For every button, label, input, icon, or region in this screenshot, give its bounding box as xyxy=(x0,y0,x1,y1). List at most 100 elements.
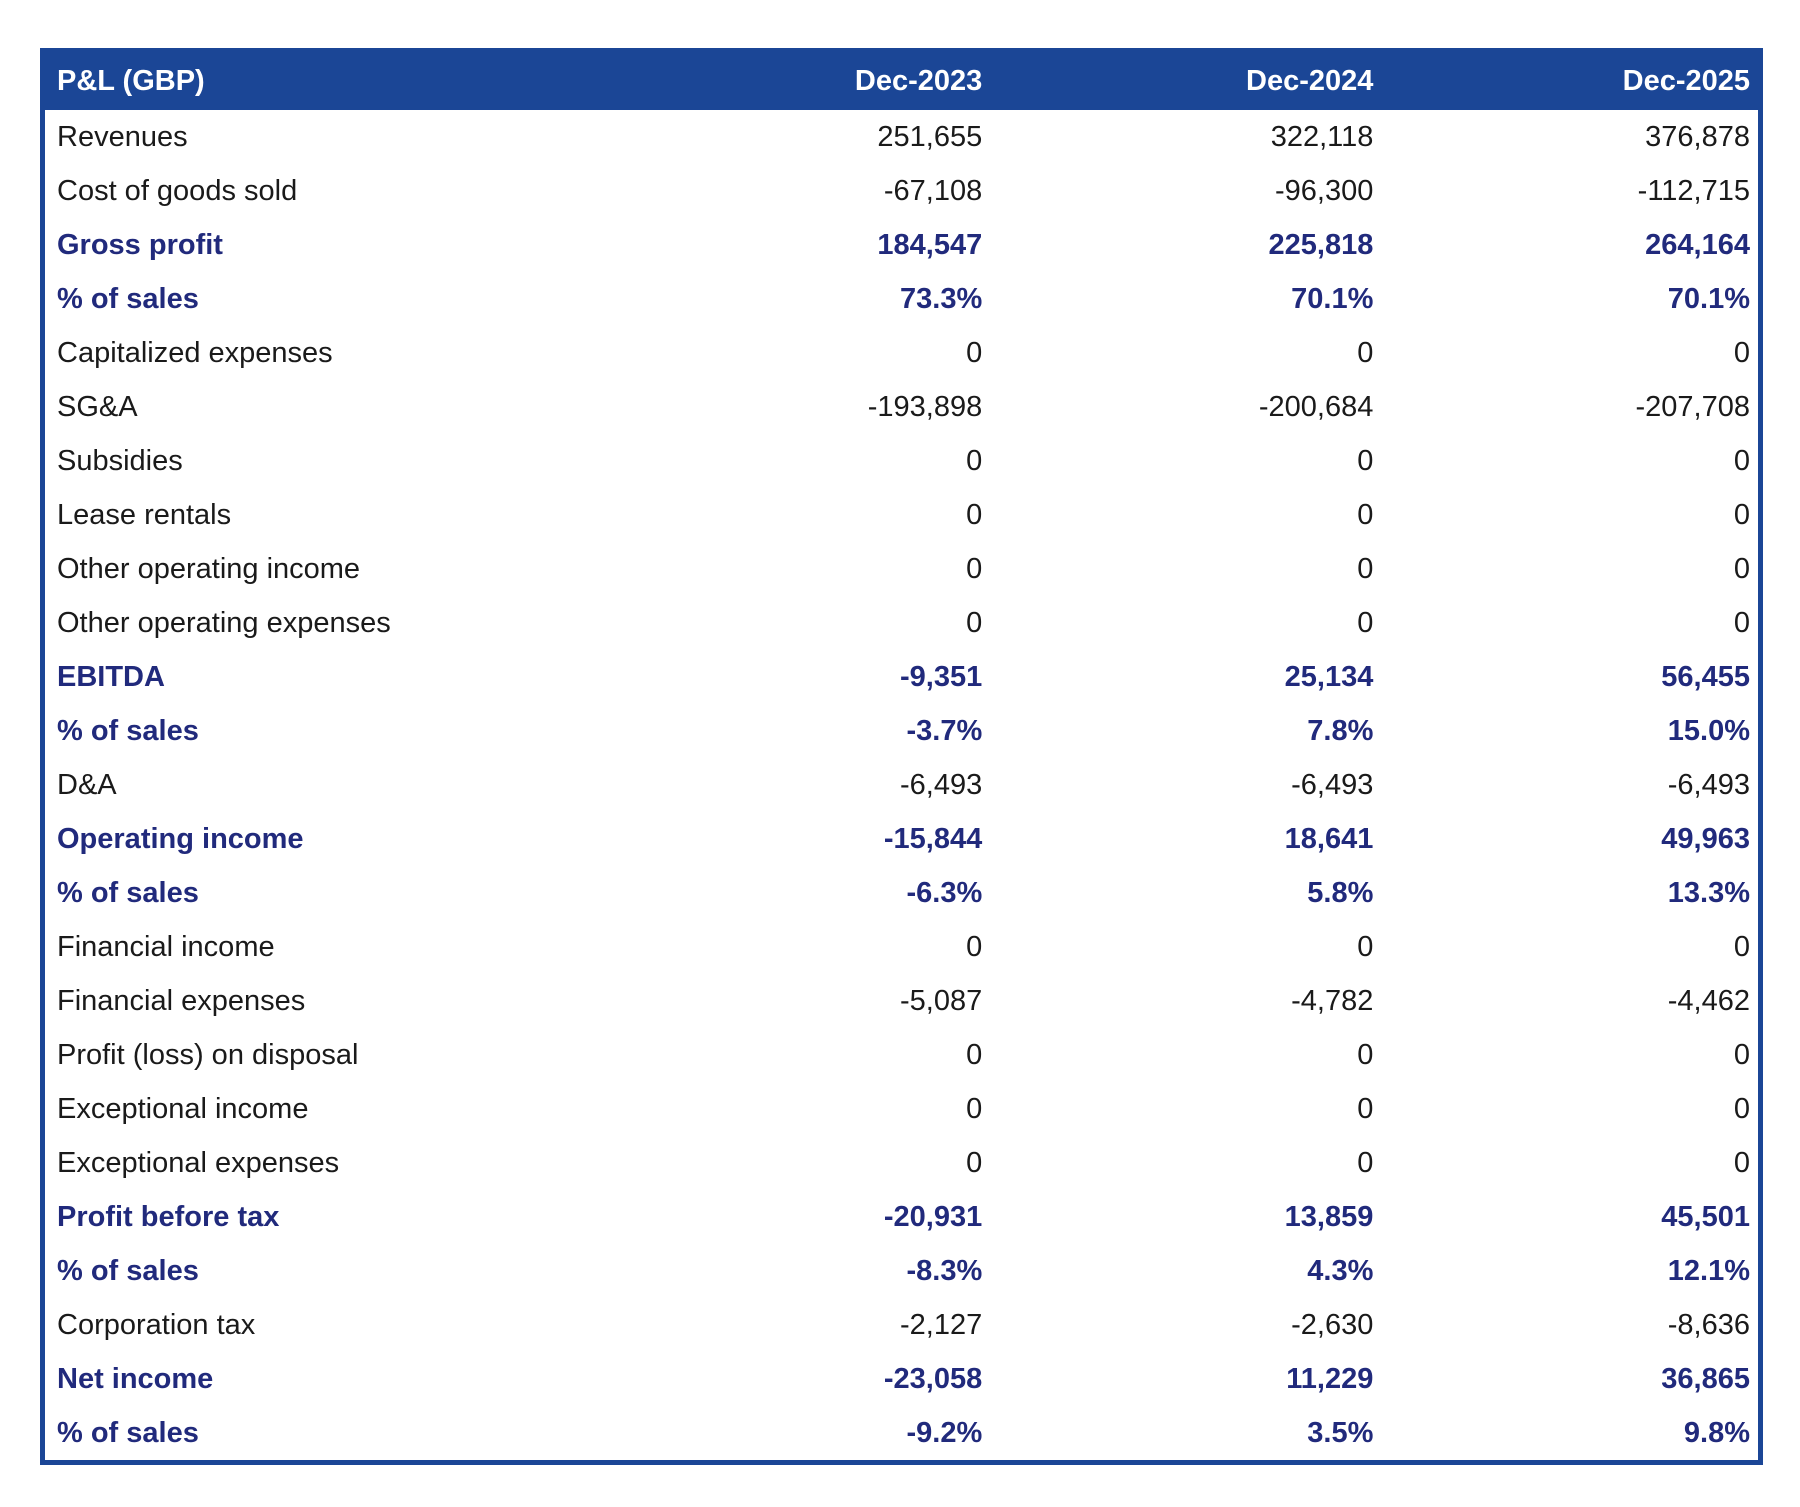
cell-dec-2023: -3.7% xyxy=(689,704,991,758)
cell-dec-2024: -6,493 xyxy=(990,758,1382,812)
cell-dec-2023: -23,058 xyxy=(689,1352,991,1406)
cell-dec-2025: 0 xyxy=(1381,1082,1761,1136)
table-row: Corporation tax -2,127 -2,630 -8,636 xyxy=(42,1298,1761,1352)
cell-dec-2023: 0 xyxy=(689,1136,991,1190)
cell-dec-2024: -96,300 xyxy=(990,164,1382,218)
table-header: P&L (GBP) Dec-2023 Dec-2024 Dec-2025 xyxy=(42,50,1761,110)
cell-dec-2023: 184,547 xyxy=(689,218,991,272)
table-row: Other operating income 0 0 0 xyxy=(42,542,1761,596)
cell-dec-2024: 0 xyxy=(990,542,1382,596)
cell-dec-2025: 0 xyxy=(1381,488,1761,542)
row-label: Net income xyxy=(42,1352,690,1406)
cell-dec-2023: -6.3% xyxy=(689,866,991,920)
cell-dec-2023: -9,351 xyxy=(689,650,991,704)
cell-dec-2025: 9.8% xyxy=(1381,1406,1761,1463)
table-row: % of sales -9.2% 3.5% 9.8% xyxy=(42,1406,1761,1463)
cell-dec-2025: 49,963 xyxy=(1381,812,1761,866)
cell-dec-2024: -200,684 xyxy=(990,380,1382,434)
table-row: Subsidies 0 0 0 xyxy=(42,434,1761,488)
table-row: % of sales -8.3% 4.3% 12.1% xyxy=(42,1244,1761,1298)
row-label: Exceptional expenses xyxy=(42,1136,690,1190)
table-row: % of sales 73.3% 70.1% 70.1% xyxy=(42,272,1761,326)
cell-dec-2023: 73.3% xyxy=(689,272,991,326)
row-label: % of sales xyxy=(42,1406,690,1463)
table-row: Capitalized expenses 0 0 0 xyxy=(42,326,1761,380)
cell-dec-2023: 0 xyxy=(689,488,991,542)
cell-dec-2024: 25,134 xyxy=(990,650,1382,704)
table-body: Revenues 251,655 322,118 376,878 Cost of goo… xyxy=(42,110,1761,1463)
cell-dec-2024: 4.3% xyxy=(990,1244,1382,1298)
row-label: Corporation tax xyxy=(42,1298,690,1352)
cell-dec-2025: 376,878 xyxy=(1381,110,1761,164)
cell-dec-2025: 0 xyxy=(1381,326,1761,380)
cell-dec-2023: -193,898 xyxy=(689,380,991,434)
cell-dec-2024: 0 xyxy=(990,1136,1382,1190)
cell-dec-2024: 0 xyxy=(990,326,1382,380)
cell-dec-2024: -2,630 xyxy=(990,1298,1382,1352)
cell-dec-2025: -6,493 xyxy=(1381,758,1761,812)
row-label: Other operating income xyxy=(42,542,690,596)
cell-dec-2023: -8.3% xyxy=(689,1244,991,1298)
table-row: Exceptional expenses 0 0 0 xyxy=(42,1136,1761,1190)
cell-dec-2025: -4,462 xyxy=(1381,974,1761,1028)
cell-dec-2025: 0 xyxy=(1381,1136,1761,1190)
table-row: Operating income -15,844 18,641 49,963 xyxy=(42,812,1761,866)
row-label: % of sales xyxy=(42,866,690,920)
cell-dec-2025: 0 xyxy=(1381,920,1761,974)
cell-dec-2025: 12.1% xyxy=(1381,1244,1761,1298)
row-label: Capitalized expenses xyxy=(42,326,690,380)
cell-dec-2025: 264,164 xyxy=(1381,218,1761,272)
column-header-dec-2025: Dec-2025 xyxy=(1381,50,1761,110)
column-header-dec-2024: Dec-2024 xyxy=(990,50,1382,110)
row-label: Revenues xyxy=(42,110,690,164)
row-label: % of sales xyxy=(42,272,690,326)
pnl-statement-table: P&L (GBP) Dec-2023 Dec-2024 Dec-2025 Rev… xyxy=(40,48,1763,1465)
row-label: Operating income xyxy=(42,812,690,866)
row-label: SG&A xyxy=(42,380,690,434)
row-label: % of sales xyxy=(42,1244,690,1298)
cell-dec-2024: 11,229 xyxy=(990,1352,1382,1406)
table-row: Revenues 251,655 322,118 376,878 xyxy=(42,110,1761,164)
row-label: Exceptional income xyxy=(42,1082,690,1136)
row-label: Subsidies xyxy=(42,434,690,488)
cell-dec-2024: -4,782 xyxy=(990,974,1382,1028)
row-label: EBITDA xyxy=(42,650,690,704)
cell-dec-2025: -8,636 xyxy=(1381,1298,1761,1352)
cell-dec-2025: 13.3% xyxy=(1381,866,1761,920)
row-label: Financial income xyxy=(42,920,690,974)
table-row: Financial expenses -5,087 -4,782 -4,462 xyxy=(42,974,1761,1028)
table-row: Net income -23,058 11,229 36,865 xyxy=(42,1352,1761,1406)
row-label: Gross profit xyxy=(42,218,690,272)
cell-dec-2023: 0 xyxy=(689,920,991,974)
table-row: D&A -6,493 -6,493 -6,493 xyxy=(42,758,1761,812)
table-row: Exceptional income 0 0 0 xyxy=(42,1082,1761,1136)
cell-dec-2023: -20,931 xyxy=(689,1190,991,1244)
cell-dec-2025: 36,865 xyxy=(1381,1352,1761,1406)
cell-dec-2024: 70.1% xyxy=(990,272,1382,326)
cell-dec-2025: 0 xyxy=(1381,542,1761,596)
cell-dec-2023: 0 xyxy=(689,542,991,596)
table-row: Lease rentals 0 0 0 xyxy=(42,488,1761,542)
cell-dec-2024: 0 xyxy=(990,596,1382,650)
pnl-statement-table-container: P&L (GBP) Dec-2023 Dec-2024 Dec-2025 Rev… xyxy=(40,48,1763,1465)
table-row: % of sales -6.3% 5.8% 13.3% xyxy=(42,866,1761,920)
row-label: % of sales xyxy=(42,704,690,758)
table-row: Cost of goods sold -67,108 -96,300 -112,715 xyxy=(42,164,1761,218)
cell-dec-2025: -207,708 xyxy=(1381,380,1761,434)
row-label: Profit before tax xyxy=(42,1190,690,1244)
cell-dec-2024: 7.8% xyxy=(990,704,1382,758)
cell-dec-2025: 0 xyxy=(1381,596,1761,650)
cell-dec-2024: 0 xyxy=(990,488,1382,542)
cell-dec-2023: 0 xyxy=(689,1082,991,1136)
table-row: % of sales -3.7% 7.8% 15.0% xyxy=(42,704,1761,758)
row-label: Cost of goods sold xyxy=(42,164,690,218)
header-row: P&L (GBP) Dec-2023 Dec-2024 Dec-2025 xyxy=(42,50,1761,110)
cell-dec-2023: -5,087 xyxy=(689,974,991,1028)
row-label: D&A xyxy=(42,758,690,812)
cell-dec-2025: 15.0% xyxy=(1381,704,1761,758)
column-header-dec-2023: Dec-2023 xyxy=(689,50,991,110)
cell-dec-2024: 13,859 xyxy=(990,1190,1382,1244)
cell-dec-2025: 45,501 xyxy=(1381,1190,1761,1244)
cell-dec-2023: -67,108 xyxy=(689,164,991,218)
